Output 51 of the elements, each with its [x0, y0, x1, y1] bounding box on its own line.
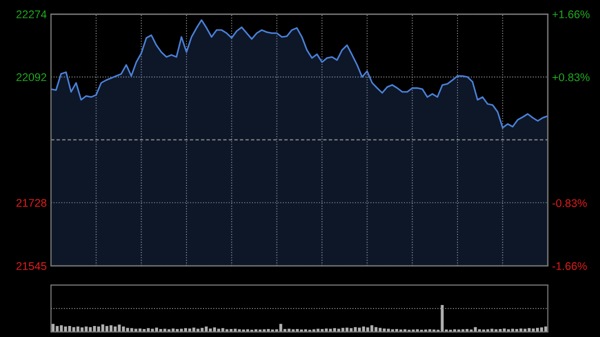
- bar: [84, 326, 88, 332]
- bar: [346, 328, 348, 332]
- bar: [105, 326, 108, 332]
- bar: [76, 326, 80, 332]
- bar: [333, 328, 336, 332]
- bar: [97, 326, 100, 332]
- bar: [150, 328, 154, 332]
- y-tick-label: 22274: [16, 10, 47, 18]
- y2-tick-label: -0.83%: [552, 199, 587, 208]
- bar: [52, 324, 55, 332]
- y2-tick-label: +1.66%: [552, 10, 590, 18]
- bar: [524, 328, 526, 332]
- y-tick-label: 21728: [16, 198, 46, 207]
- bar: [155, 328, 158, 332]
- y-tick-label: 21545: [16, 262, 46, 270]
- bar: [221, 328, 224, 332]
- bar: [370, 325, 374, 332]
- bar: [80, 327, 84, 332]
- bar: [386, 328, 390, 332]
- y2-tick-label: -1.66%: [552, 262, 587, 270]
- bar: [358, 328, 361, 332]
- bar: [217, 328, 220, 332]
- bar: [163, 328, 166, 332]
- bar: [192, 328, 196, 332]
- bar: [540, 327, 544, 332]
- bar: [374, 327, 378, 332]
- bar: [110, 325, 112, 332]
- bar: [134, 328, 138, 332]
- y2-tick-label: +0.83%: [552, 73, 590, 82]
- bar: [60, 325, 63, 332]
- bar: [122, 326, 125, 332]
- bar: [93, 326, 96, 332]
- bar: [196, 328, 200, 332]
- bar: [528, 328, 531, 332]
- bar: [288, 328, 290, 332]
- bar: [180, 328, 183, 332]
- bar: [64, 326, 67, 332]
- bar: [474, 327, 477, 332]
- bar: [362, 326, 366, 332]
- bar: [184, 328, 187, 332]
- bar: [118, 324, 121, 332]
- bar: [511, 328, 514, 332]
- bar: [350, 328, 353, 332]
- bar: [316, 328, 320, 332]
- bar: [88, 327, 92, 332]
- y-tick-label: 22092: [16, 73, 46, 82]
- bar: [114, 326, 117, 332]
- bar: [68, 326, 72, 332]
- bar: [329, 328, 332, 332]
- bar: [490, 328, 494, 332]
- bar: [213, 327, 216, 332]
